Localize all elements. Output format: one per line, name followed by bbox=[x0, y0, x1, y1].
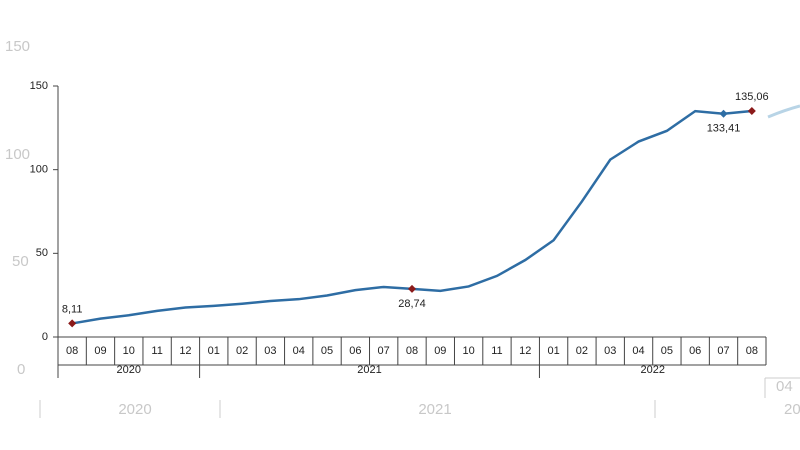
x-tick-label: 08 bbox=[406, 345, 418, 357]
ghost-x-label: 2020 bbox=[118, 401, 151, 418]
x-tick-label: 06 bbox=[689, 345, 701, 357]
x-tick-label: 10 bbox=[463, 345, 475, 357]
x-tick-label: 08 bbox=[746, 345, 758, 357]
marker bbox=[408, 284, 416, 293]
data-label: 133,41 bbox=[707, 123, 741, 135]
ghost-y-label: 0 bbox=[17, 361, 25, 378]
x-tick-label: 12 bbox=[179, 345, 191, 357]
x-tick-label: 07 bbox=[717, 345, 729, 357]
x-group-label: 2020 bbox=[117, 364, 141, 376]
ghost-line bbox=[767, 104, 800, 119]
marker bbox=[747, 106, 756, 115]
y-tick-label: 50 bbox=[36, 247, 48, 259]
x-tick-label: 03 bbox=[264, 345, 276, 357]
data-label: 135,06 bbox=[735, 91, 769, 103]
x-tick-label: 11 bbox=[151, 345, 162, 357]
x-tick-label: 03 bbox=[604, 345, 616, 357]
x-tick-label: 09 bbox=[94, 345, 106, 357]
data-label: 8,11 bbox=[62, 303, 83, 315]
ghost-x-label: 20 bbox=[784, 401, 800, 418]
x-tick-label: 02 bbox=[236, 345, 248, 357]
data-label: 28,74 bbox=[398, 298, 426, 310]
marker bbox=[68, 319, 77, 328]
x-tick-label: 05 bbox=[661, 345, 673, 357]
y-tick-label: 100 bbox=[30, 164, 48, 176]
y-tick-label: 0 bbox=[42, 331, 48, 343]
ghost-y-label: 100 bbox=[5, 146, 30, 163]
x-tick-label: 04 bbox=[632, 345, 644, 357]
ghost-y-label: 150 bbox=[5, 38, 30, 55]
x-tick-label: 09 bbox=[434, 345, 446, 357]
marker bbox=[719, 109, 728, 118]
x-tick-label: 04 bbox=[293, 345, 305, 357]
x-tick-label: 01 bbox=[547, 345, 559, 357]
ghost-x-label: 04 bbox=[776, 378, 793, 395]
x-group-label: 2021 bbox=[357, 364, 381, 376]
x-tick-label: 08 bbox=[66, 345, 78, 357]
ghost-y-label: 50 bbox=[12, 253, 29, 270]
x-tick-label: 01 bbox=[208, 345, 220, 357]
x-tick-label: 12 bbox=[519, 345, 531, 357]
x-tick-label: 11 bbox=[491, 345, 502, 357]
x-tick-label: 06 bbox=[349, 345, 361, 357]
x-group-label: 2022 bbox=[640, 364, 664, 376]
x-tick-label: 07 bbox=[378, 345, 390, 357]
x-tick-label: 05 bbox=[321, 345, 333, 357]
x-tick-label: 10 bbox=[123, 345, 135, 357]
ghost-x-label: 2021 bbox=[418, 401, 451, 418]
y-tick-label: 150 bbox=[30, 80, 48, 92]
x-tick-label: 02 bbox=[576, 345, 588, 357]
